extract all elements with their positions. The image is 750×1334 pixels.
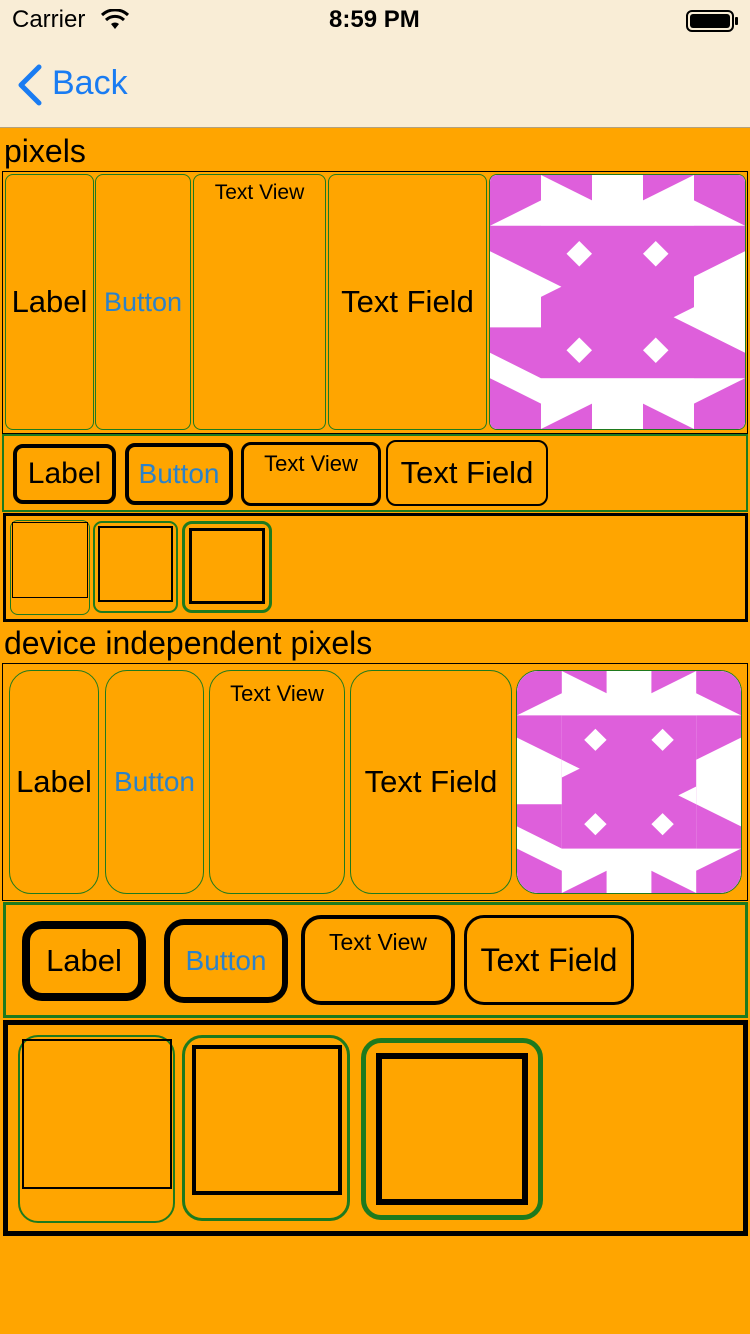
navigation-bar: Back [0, 40, 750, 128]
pixel-identicon-image [489, 174, 746, 430]
pixel-text-view[interactable]: Text View [193, 174, 326, 430]
status-bar: Carrier 8:59 PM [0, 0, 750, 40]
pixel-text-field[interactable]: Text Field [328, 174, 487, 430]
back-button[interactable]: Back [14, 62, 134, 108]
dip-label: Label [9, 670, 99, 894]
carrier-label: Carrier [12, 6, 86, 33]
pixels-box-row [3, 513, 748, 622]
dip-bordered-row: Label Button Text View Text Field [3, 902, 748, 1018]
pixel-inner-box-2 [98, 526, 173, 602]
dip-text-view-bordered[interactable]: Text View [301, 915, 455, 1005]
pixel-inner-box-1 [12, 522, 88, 598]
dip-inner-box-3 [376, 1053, 528, 1205]
pixel-outer-box-2 [93, 521, 178, 613]
battery-icon [686, 10, 738, 32]
dip-inner-box-2 [192, 1045, 342, 1195]
dip-label-bordered: Label [22, 921, 146, 1001]
pixel-text-view-bordered[interactable]: Text View [241, 442, 381, 506]
section-title-pixels: pixels [4, 133, 86, 169]
pixel-outer-box-3 [182, 521, 272, 613]
pixel-outer-box-1 [10, 520, 90, 615]
pixel-label-bordered: Label [13, 444, 116, 504]
dip-identicon-image [516, 670, 742, 894]
dip-outer-box-1 [18, 1035, 175, 1223]
identicon-graphic [517, 671, 741, 893]
wifi-icon [100, 9, 130, 29]
dip-text-field-bordered[interactable]: Text Field [464, 915, 634, 1005]
back-label: Back [52, 64, 128, 102]
dip-text-view[interactable]: Text View [209, 670, 345, 894]
pixels-row-container: Label Button Text View Text Field [2, 171, 748, 434]
pixel-label: Label [5, 174, 94, 430]
chevron-left-icon [18, 64, 42, 106]
dip-outer-box-2 [182, 1035, 350, 1221]
dip-text-field[interactable]: Text Field [350, 670, 512, 894]
identicon-graphic [490, 175, 745, 429]
pixel-button-bordered[interactable]: Button [125, 443, 233, 505]
dip-button[interactable]: Button [105, 670, 204, 894]
dip-row-container: Label Button Text View Text Field [2, 663, 748, 901]
dip-box-row [3, 1020, 748, 1236]
dip-button-bordered[interactable]: Button [164, 919, 288, 1003]
pixels-bordered-row: Label Button Text View Text Field [2, 434, 748, 512]
pixel-text-field-bordered[interactable]: Text Field [386, 440, 548, 506]
time-label: 8:59 PM [329, 6, 420, 33]
pixel-inner-box-3 [189, 528, 265, 604]
section-title-device-independent: device independent pixels [4, 625, 373, 661]
dip-outer-box-3 [361, 1038, 543, 1220]
pixel-button[interactable]: Button [95, 174, 191, 430]
dip-inner-box-1 [22, 1039, 172, 1189]
